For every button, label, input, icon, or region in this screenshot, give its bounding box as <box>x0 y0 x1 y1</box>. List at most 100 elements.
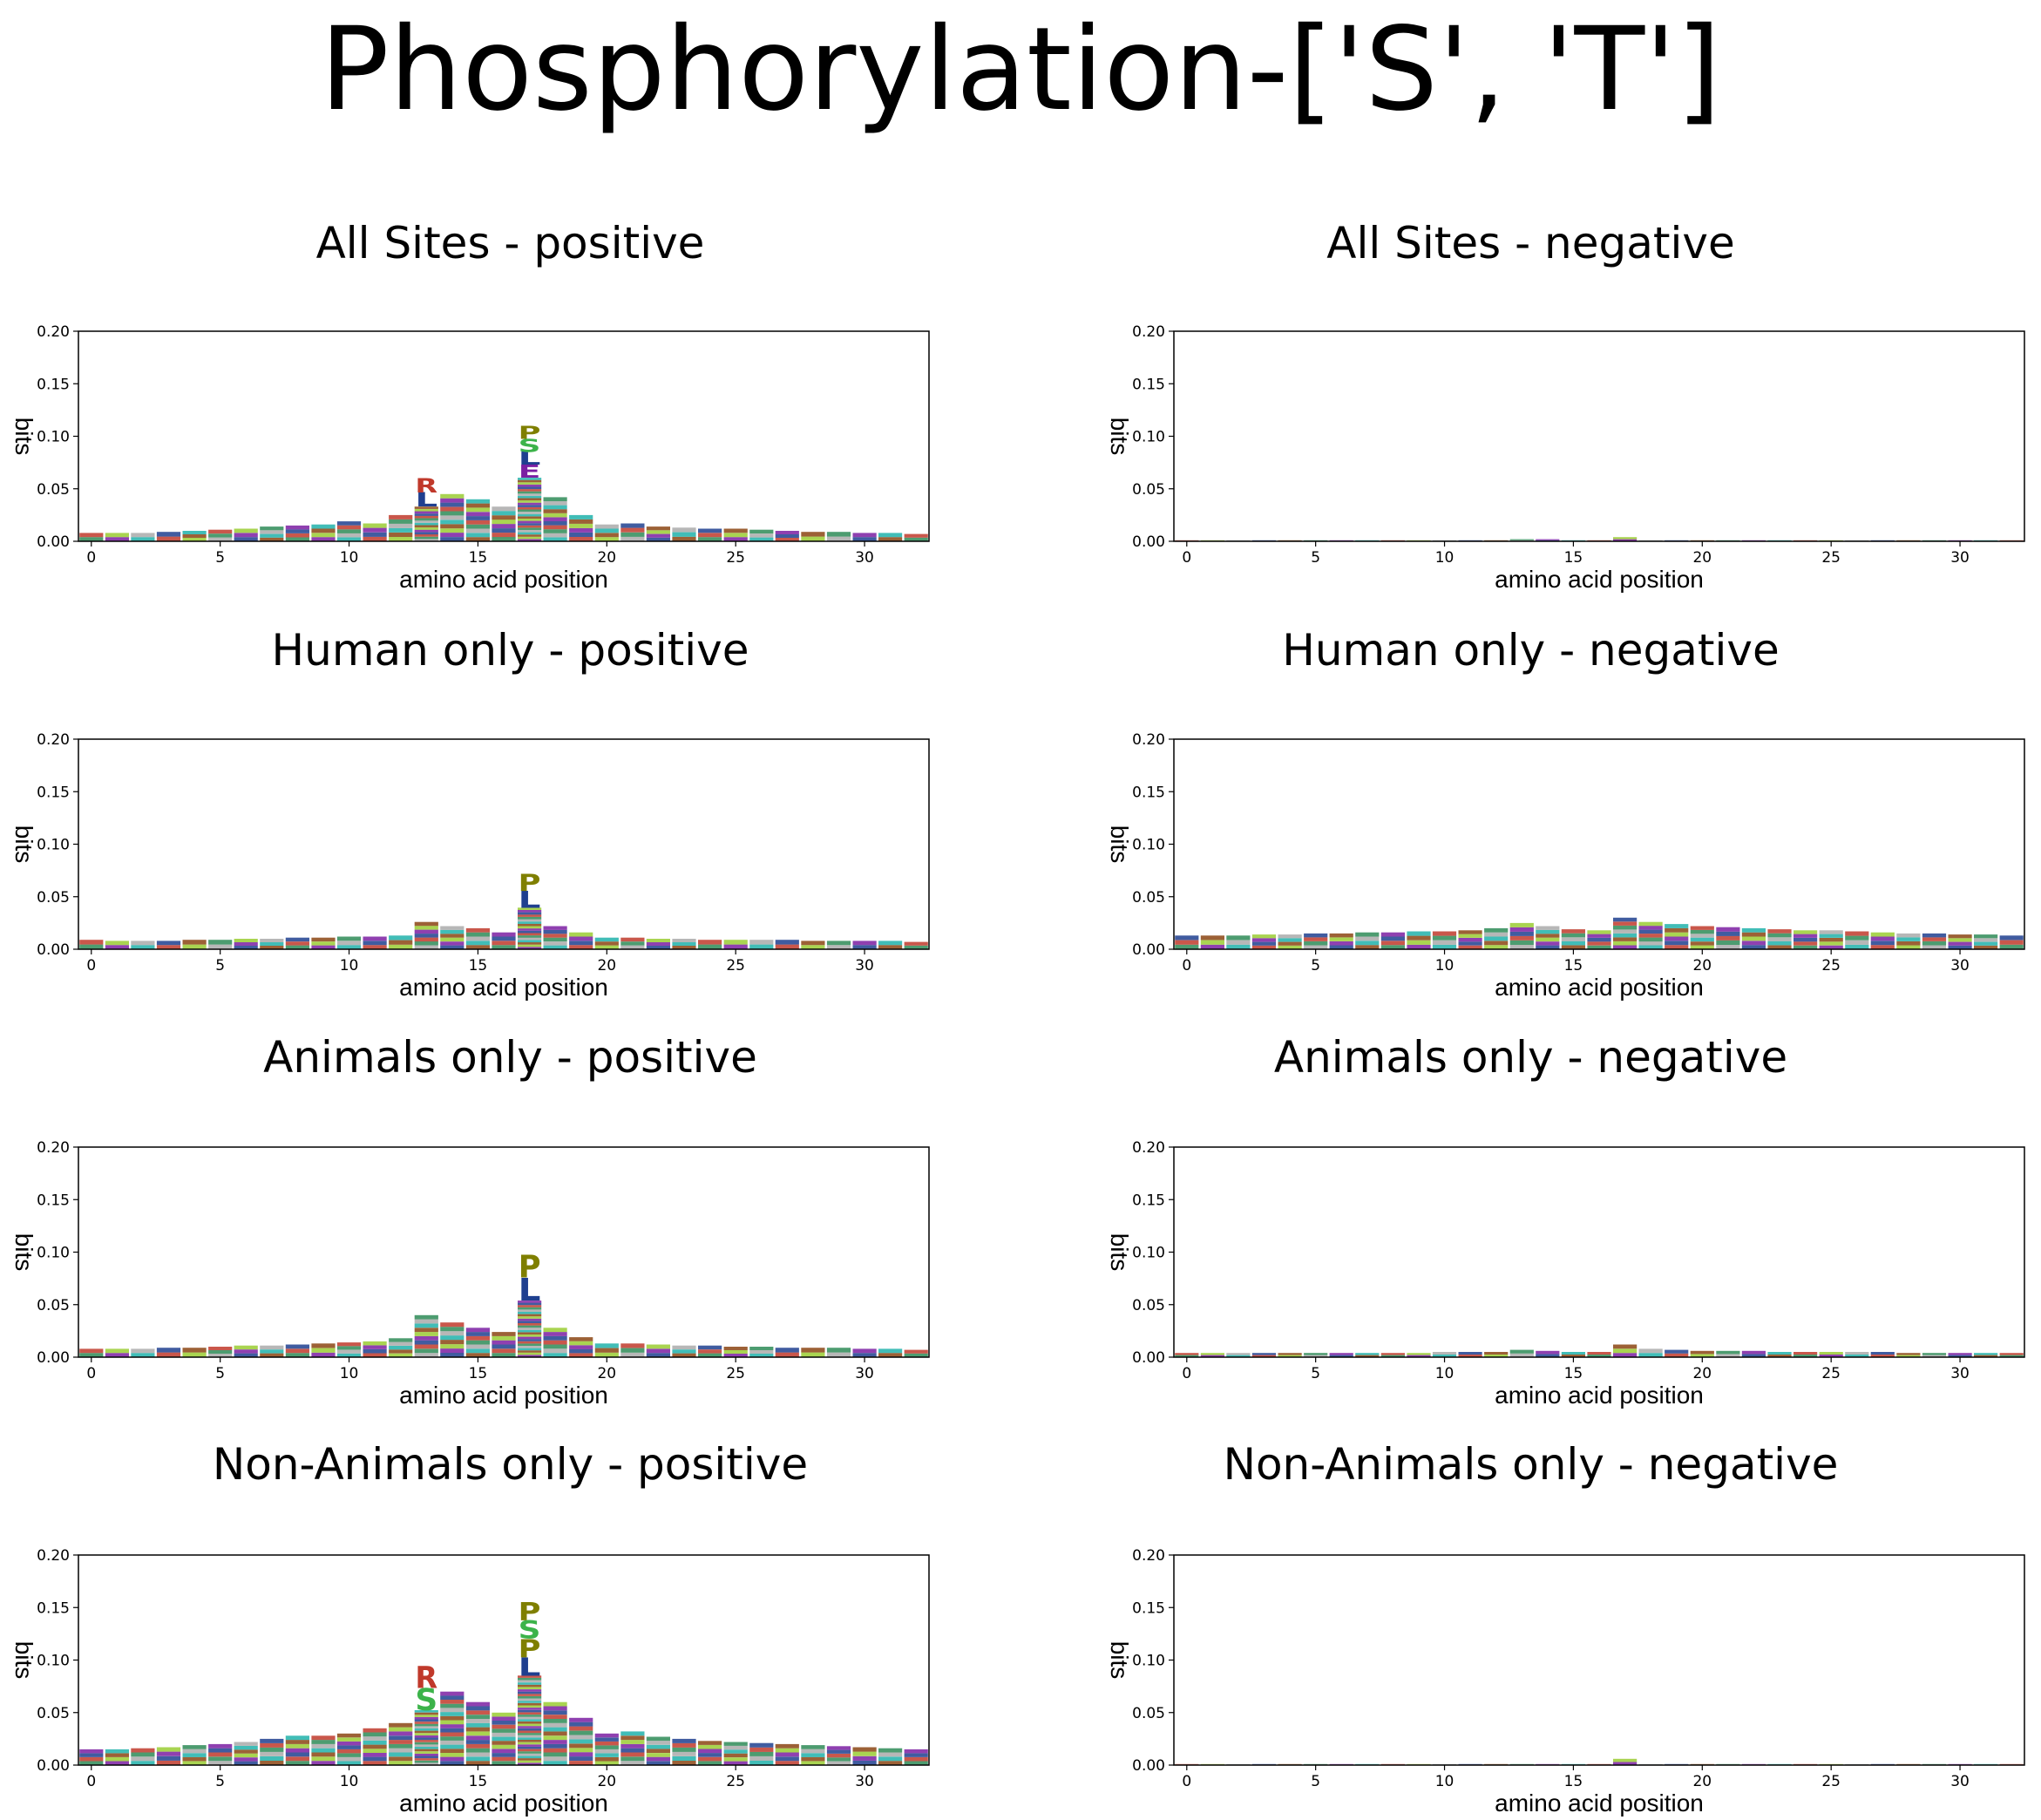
logo-column-segment <box>569 1722 593 1727</box>
logo-column-segment <box>1251 934 1277 939</box>
logo-column-segment <box>518 921 542 924</box>
logo-column-segment <box>389 519 413 524</box>
logo-column-segment <box>878 533 903 538</box>
logo-column-segment <box>440 937 464 942</box>
logo-letter: L <box>519 1273 541 1308</box>
x-tick-label: 25 <box>1821 1365 1841 1382</box>
logo-column-segment <box>1304 941 1328 946</box>
x-tick-label: 25 <box>1821 1773 1841 1790</box>
logo-column-segment <box>1278 934 1302 939</box>
logo-column-segment <box>389 537 413 541</box>
logo-column-segment <box>492 1749 516 1754</box>
logo-column-segment <box>156 945 181 949</box>
logo-column-segment <box>1561 933 1585 938</box>
logo-column-segment <box>620 1343 645 1348</box>
logo-column-segment <box>1845 1763 1869 1765</box>
logo-column-segment <box>1690 540 1714 541</box>
logo-column-segment <box>518 1751 542 1754</box>
logo-column-segment <box>1251 1763 1277 1765</box>
logo-column-segment <box>465 941 490 946</box>
logo-column-segment <box>543 945 567 949</box>
logo-column-segment <box>518 1307 542 1310</box>
y-tick-label: 0.05 <box>1132 481 1165 499</box>
logo-column-segment <box>492 524 516 529</box>
logo-column-segment <box>336 1749 362 1754</box>
logo-column-segment <box>440 1715 464 1721</box>
logo-column-segment <box>234 533 258 538</box>
y-tick-label: 0.15 <box>1132 376 1165 393</box>
logo-column-segment <box>518 1300 542 1303</box>
logo-column-segment <box>594 1753 619 1757</box>
logo-column-segment <box>620 532 645 537</box>
logo-column-segment <box>826 1761 851 1765</box>
logo-column-segment <box>1484 936 1509 941</box>
logo-column-segment <box>389 1353 413 1357</box>
logo-column-segment <box>1767 945 1792 949</box>
logo-column-segment <box>518 919 542 922</box>
logo-column-segment <box>1665 932 1689 937</box>
logo-column-segment <box>518 1740 542 1742</box>
logo-column-segment <box>1665 1763 1689 1765</box>
logo-column-segment <box>182 534 207 538</box>
logo-letter: R <box>415 1660 437 1695</box>
logo-column-segment <box>1561 1352 1585 1355</box>
x-tick-label: 0 <box>1182 1365 1191 1382</box>
logo-column-segment <box>569 1743 593 1749</box>
logo-column-segment <box>311 1756 336 1762</box>
logo-column-segment <box>698 1345 722 1350</box>
logo-column-segment <box>465 1761 490 1765</box>
x-tick-label: 30 <box>855 1365 874 1382</box>
logo-column-segment <box>440 941 464 946</box>
logo-column-segment <box>1819 945 1843 949</box>
logo-column-segment <box>1948 1353 1972 1355</box>
logo-column-segment <box>543 941 567 946</box>
logo-column-segment <box>801 1761 825 1765</box>
logo-column-segment <box>518 1346 542 1348</box>
logo-column-segment <box>414 1314 438 1320</box>
logo-column-segment <box>698 1749 722 1754</box>
logo-column-segment <box>1665 540 1689 541</box>
logo-column-segment <box>569 941 593 946</box>
logo-column-segment <box>414 518 438 521</box>
logo-column-segment <box>1304 1353 1328 1355</box>
logo-column-segment <box>440 528 464 533</box>
logo-column-segment <box>492 506 516 512</box>
logo-column-segment <box>285 1735 309 1741</box>
y-axis-label: bits <box>10 1641 37 1680</box>
logo-column-segment <box>465 512 490 517</box>
logo-column-segment <box>1999 1353 2024 1355</box>
logo-column-segment <box>363 941 387 946</box>
logo-column-segment <box>569 1761 593 1765</box>
logo-column-segment <box>518 1328 542 1330</box>
logo-column-segment <box>801 1753 825 1757</box>
logo-column-segment <box>389 1740 413 1744</box>
y-tick-label: 0.15 <box>1132 1192 1165 1209</box>
logo-column-segment <box>518 1749 542 1752</box>
logo-column-segment <box>594 1737 619 1742</box>
logo-column-segment <box>492 1761 516 1765</box>
logo-column-segment <box>518 512 542 514</box>
logo-column-segment <box>1896 1763 1921 1765</box>
logo-column-segment <box>208 1354 233 1357</box>
logo-column-segment <box>852 1760 877 1765</box>
logo-column-segment <box>518 1755 542 1759</box>
logo-column-segment <box>1407 935 1431 941</box>
logo-column-segment <box>105 1757 129 1762</box>
logo-column-segment <box>543 497 567 501</box>
logo-column-segment <box>543 1722 567 1728</box>
logo-column-segment <box>1741 540 1766 541</box>
logo-column-segment <box>518 1305 542 1307</box>
logo-column-segment <box>672 1742 696 1748</box>
logo-column-segment <box>878 1348 903 1354</box>
logo-column-segment <box>749 529 774 534</box>
logo-column-segment <box>234 537 258 541</box>
logo-column-segment <box>389 527 413 533</box>
logo-column-segment <box>492 528 516 533</box>
y-tick-label: 0.00 <box>1132 533 1165 551</box>
logo-column-segment <box>1690 1763 1714 1765</box>
y-tick-label: 0.00 <box>1132 1349 1165 1367</box>
logo-column-segment <box>260 946 284 949</box>
logo-column-segment <box>1484 932 1509 937</box>
logo-column-segment <box>465 533 490 538</box>
logo-column-segment <box>389 940 413 945</box>
